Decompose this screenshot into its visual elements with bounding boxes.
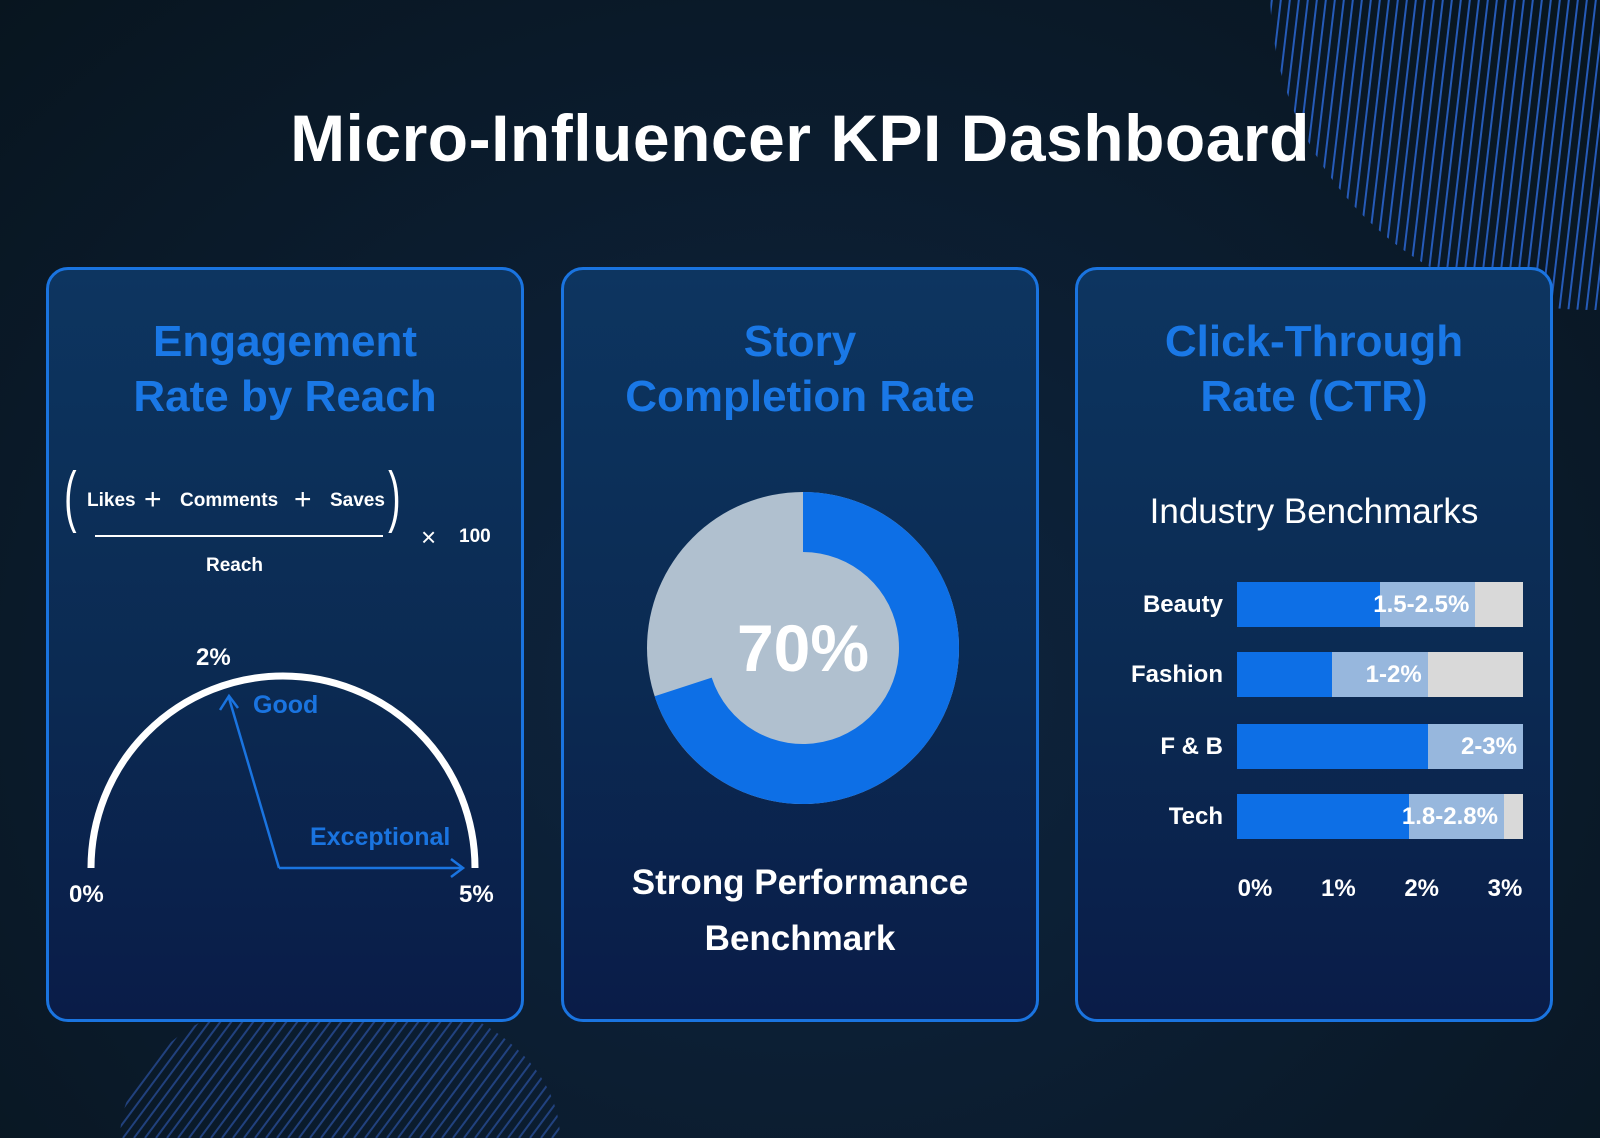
bar-category-label: Fashion [1130,661,1223,688]
bar-value-label: 1-2% [1365,661,1422,688]
gauge-max-label: 5% [459,881,494,908]
bar-row: Tech 1.8-2.8% [1078,794,1550,839]
x-tick-label: 3% [1487,875,1523,902]
bar-row: Fashion 1-2% [1078,652,1550,697]
title-line-1: Click-Through [1164,317,1464,366]
bar-value-label: 1.5-2.5% [1373,591,1470,618]
exceptional-arrowhead-icon [450,858,466,878]
bar-track: 2-3% [1237,724,1523,769]
bar-segment-low [1237,724,1428,769]
gauge-mid-label: 2% [196,644,231,671]
gauge-zone-good: Good [253,691,319,719]
bar-value-label: 2-3% [1460,733,1517,760]
title-line-1: Story [743,317,857,366]
engagement-card-title: Engagement Rate by Reach [49,314,521,424]
caption-line-2: Benchmark [704,919,896,958]
plus-icon: + [144,483,162,516]
gauge-min-label: 0% [69,881,104,908]
bar-segment-range [1408,794,1504,839]
bar-row: F & B 2-3% [1078,724,1550,769]
title-line-2: Rate by Reach [133,372,437,421]
engagement-gauge: 2% 0% 5% Good Exceptional [49,640,521,940]
good-arrowhead-icon [218,693,239,711]
title-line-2: Completion Rate [625,372,975,421]
bar-category-label: Tech [1168,803,1223,830]
engagement-card: Engagement Rate by Reach ( Likes + Comme… [46,267,524,1022]
bar-segment-low [1237,582,1380,627]
bar-segment-range [1427,724,1523,769]
gauge-zone-exceptional: Exceptional [310,823,451,851]
formula-term-saves: Saves [330,490,385,511]
formula-term-likes: Likes [87,490,136,511]
caption-line-1: Strong Performance [631,863,969,902]
bar-row: Beauty 1.5-2.5% [1078,582,1550,627]
page-title: Micro-Influencer KPI Dashboard [290,101,1310,175]
title-line-1: Engagement [152,317,418,366]
ctr-subheading: Industry Benchmarks [1149,492,1479,531]
x-tick-label: 1% [1320,875,1356,902]
story-card-title: Story Completion Rate [564,314,1036,424]
title-line-2: Rate (CTR) [1200,372,1428,421]
formula-term-comments: Comments [180,490,279,511]
formula-multiplier: 100 [459,526,491,547]
x-tick-label: 2% [1404,875,1439,902]
bar-segment-low [1237,794,1409,839]
story-caption: Strong Performance Benchmark [564,855,1036,967]
bar-segment-range [1380,582,1476,627]
bar-category-label: F & B [1160,733,1223,760]
formula-denominator: Reach [206,555,264,576]
bar-track: 1-2% [1237,652,1523,697]
bar-category-label: Beauty [1142,591,1223,618]
times-icon: × [421,522,437,552]
gauge-arc [87,672,479,869]
donut-chart: 70% [643,488,963,808]
bar-segment-low [1237,652,1333,697]
bar-track: 1.5-2.5% [1237,582,1523,627]
donut-slice-completed [654,492,959,804]
ctr-card: Click-Through Rate (CTR) Industry Benchm… [1075,267,1553,1022]
bar-value-label: 1.8-2.8% [1401,803,1498,830]
plus-icon: + [294,483,312,516]
donut-center-label: 70% [736,611,870,685]
close-paren: ) [388,458,401,534]
open-paren: ( [64,458,77,534]
x-tick-label: 0% [1237,875,1273,902]
fraction-line [95,535,383,537]
ctr-card-title: Click-Through Rate (CTR) [1078,314,1550,424]
good-arrow-line [227,697,281,869]
bar-segment-range [1332,652,1428,697]
engagement-formula: ( Likes + Comments + Saves ) Reach × 100 [49,462,521,600]
bar-track: 1.8-2.8% [1237,794,1523,839]
story-completion-card: Story Completion Rate 70% Strong Perform… [561,267,1039,1022]
